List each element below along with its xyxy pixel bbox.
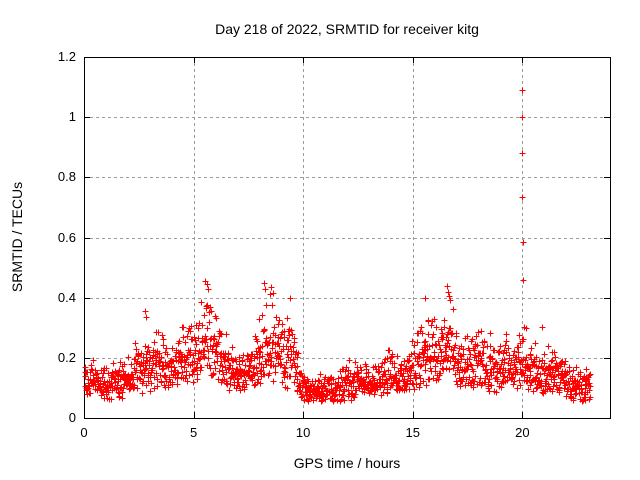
x-tick-label: 10 bbox=[295, 425, 311, 440]
chart-title: Day 218 of 2022, SRMTID for receiver kit… bbox=[215, 21, 479, 37]
y-tick-label: 0.6 bbox=[57, 229, 76, 245]
y-tick-label: 0.2 bbox=[57, 349, 76, 365]
y-tick-label: 0.8 bbox=[57, 169, 76, 185]
x-tick-label: 5 bbox=[189, 425, 198, 440]
y-tick-label: 0 bbox=[68, 410, 76, 425]
y-tick-label: 1.2 bbox=[57, 49, 76, 64]
x-tick-label: 0 bbox=[80, 425, 88, 440]
x-tick-label: 20 bbox=[515, 425, 530, 440]
y-tick-label: 0.4 bbox=[57, 289, 76, 305]
x-tick-label: 15 bbox=[405, 425, 420, 440]
y-tick-label: 1 bbox=[68, 109, 76, 125]
x-axis-label: GPS time / hours bbox=[293, 455, 401, 471]
